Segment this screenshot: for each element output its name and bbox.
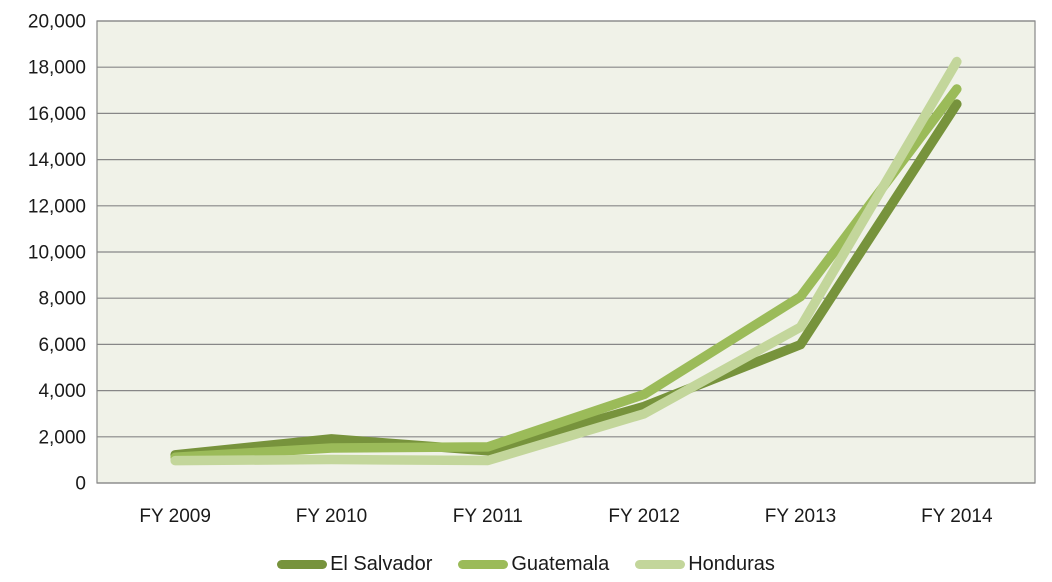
y-tick-label: 20,000: [28, 12, 86, 33]
series-line-guatemala: [170, 84, 962, 462]
x-tick-label: FY 2009: [139, 506, 210, 527]
x-tick-label: FY 2013: [765, 506, 836, 527]
legend-label: Guatemala: [511, 553, 610, 575]
series-line-honduras: [170, 56, 962, 466]
y-tick-label: 14,000: [28, 150, 86, 171]
series-line-el-salvador: [170, 99, 962, 460]
y-tick-label: 12,000: [28, 196, 86, 217]
x-tick-label: FY 2011: [453, 506, 523, 527]
y-tick-label: 0: [75, 474, 86, 495]
x-tick-label: FY 2014: [921, 506, 993, 527]
y-tick-label: 16,000: [28, 104, 86, 125]
y-tick-label: 6,000: [38, 335, 86, 356]
legend-item-honduras: Honduras: [635, 554, 775, 574]
y-tick-label: 18,000: [28, 58, 86, 79]
y-tick-label: 2,000: [38, 427, 86, 448]
legend-swatch-icon: [277, 559, 328, 569]
chart-legend: El Salvador Guatemala Honduras: [0, 551, 1052, 577]
legend-item-el-salvador: El Salvador: [277, 554, 432, 574]
legend-item-guatemala: Guatemala: [458, 554, 609, 574]
x-tick-label: FY 2010: [296, 506, 367, 527]
legend-label: El Salvador: [330, 553, 433, 575]
legend-swatch-icon: [635, 559, 686, 569]
plot-border: [96, 20, 1036, 484]
legend-swatch-icon: [458, 559, 509, 569]
x-tick-label: FY 2012: [608, 506, 679, 527]
y-tick-label: 10,000: [28, 243, 86, 264]
y-tick-label: 8,000: [38, 289, 86, 310]
y-tick-label: 4,000: [38, 381, 86, 402]
legend-label: Honduras: [688, 553, 775, 575]
